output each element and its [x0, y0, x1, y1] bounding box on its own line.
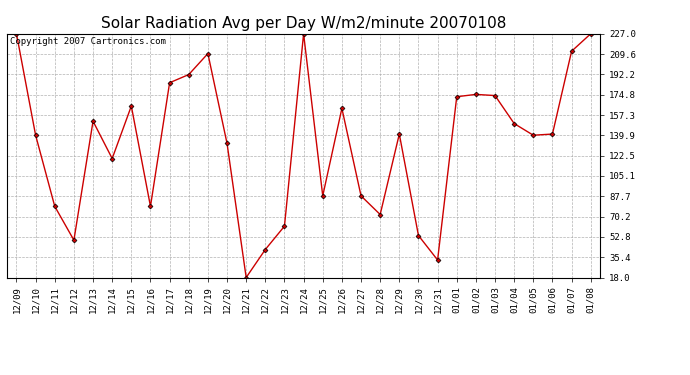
Text: Copyright 2007 Cartronics.com: Copyright 2007 Cartronics.com: [10, 38, 166, 46]
Title: Solar Radiation Avg per Day W/m2/minute 20070108: Solar Radiation Avg per Day W/m2/minute …: [101, 16, 506, 31]
